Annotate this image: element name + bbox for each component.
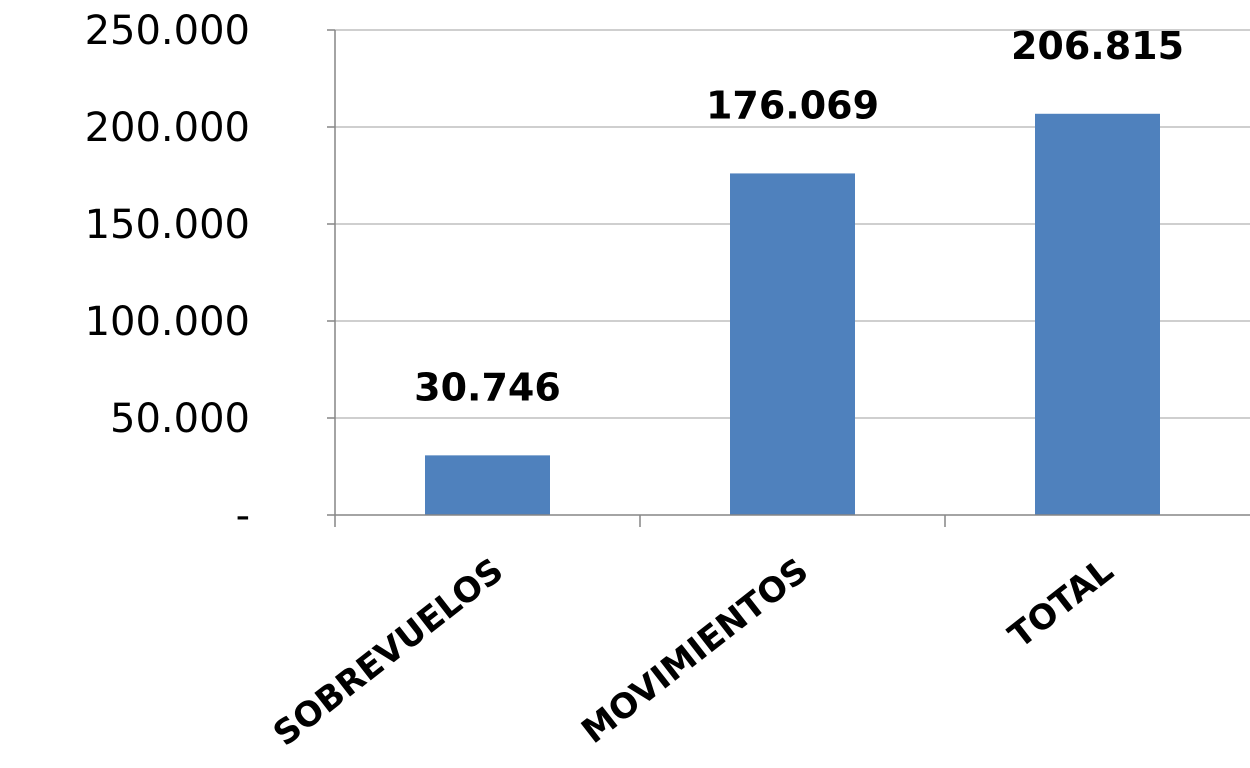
bars <box>425 113 1160 515</box>
bar-total <box>1035 113 1160 515</box>
bar-movimientos <box>730 173 855 515</box>
data-labels: 30.746 176.069 206.815 <box>414 24 1184 410</box>
y-tick-label: 50.000 <box>110 396 250 442</box>
bar-sobrevuelos <box>425 455 550 515</box>
data-label: 176.069 <box>706 83 879 127</box>
y-tick-label: - <box>236 493 250 539</box>
data-label: 30.746 <box>414 365 561 409</box>
y-tick-label: 100.000 <box>85 299 250 345</box>
category-labels: SOBREVUELOS MOVIMIENTOS TOTAL <box>266 551 1121 755</box>
y-tick-label: 150.000 <box>85 202 250 248</box>
y-tick-labels: - 50.000 100.000 150.000 200.000 250.000 <box>85 8 250 539</box>
data-label: 206.815 <box>1011 24 1184 68</box>
y-tick-label: 250.000 <box>85 8 250 54</box>
y-tick-label: 200.000 <box>85 105 250 151</box>
axes <box>327 29 1250 527</box>
category-label: SOBREVUELOS <box>266 551 511 755</box>
category-label: TOTAL <box>1001 551 1121 657</box>
category-label: MOVIMIENTOS <box>574 551 816 752</box>
